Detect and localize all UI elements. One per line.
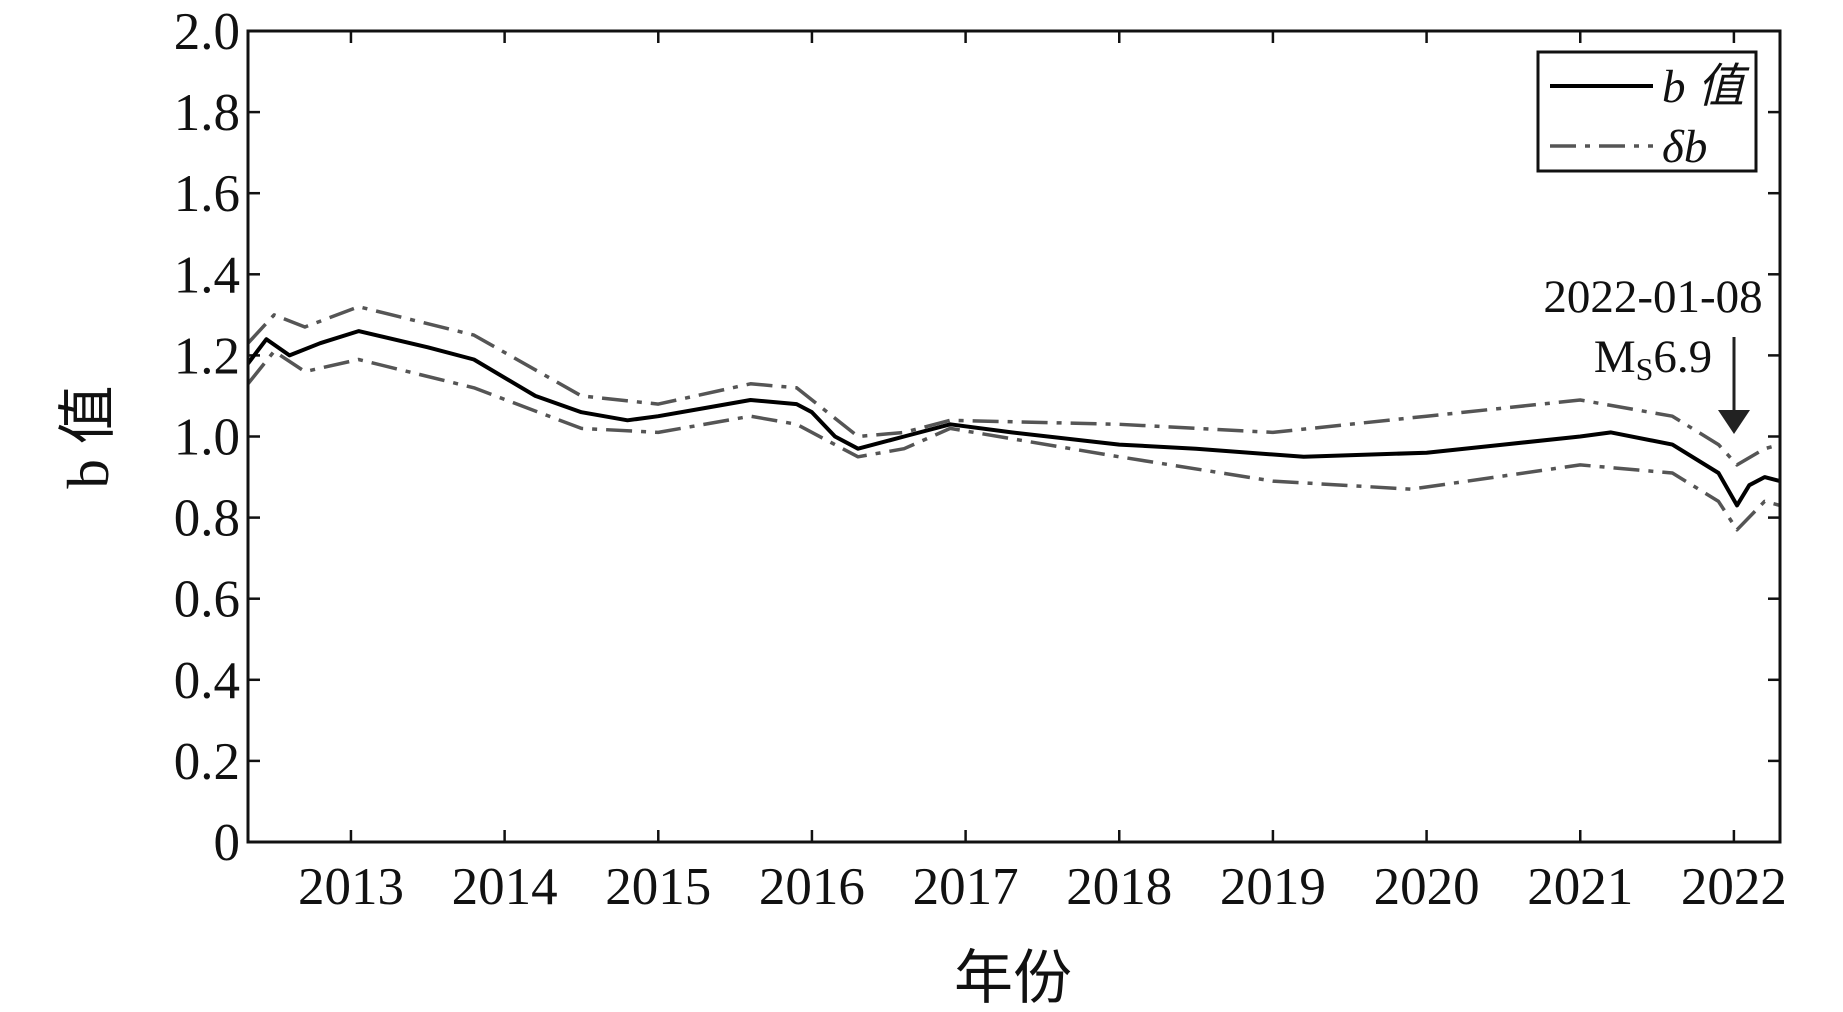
y-tick-label: 1.2 xyxy=(174,327,240,385)
x-tick-label: 2014 xyxy=(452,858,558,916)
y-tick-label: 0 xyxy=(214,814,241,872)
series-line xyxy=(246,349,1781,532)
annotation-mag-sub: S xyxy=(1636,351,1654,387)
plot-frame xyxy=(246,29,1782,844)
annotation-magnitude: MS6.9 xyxy=(1594,331,1712,387)
x-axis-label: 年份 xyxy=(954,945,1072,1011)
annotation-arrowhead xyxy=(1718,410,1750,434)
y-tick-label: 0.8 xyxy=(174,490,240,548)
x-tick-label: 2020 xyxy=(1374,858,1480,916)
legend-label: δb xyxy=(1662,121,1707,173)
legend-box xyxy=(1536,50,1758,173)
series-line xyxy=(246,329,1781,508)
y-tick-label: 0.6 xyxy=(174,571,240,629)
series-line xyxy=(246,304,1781,467)
y-tick-label: 1.8 xyxy=(174,84,240,142)
x-tick-label: 2021 xyxy=(1527,858,1633,916)
y-tick-label: 2.0 xyxy=(174,3,240,61)
annotation-mag-value: 6.9 xyxy=(1653,331,1712,383)
x-tick-label: 2022 xyxy=(1681,858,1787,916)
y-tick-label: 0.4 xyxy=(174,652,240,710)
y-tick-label: 0.2 xyxy=(174,733,240,791)
x-tick-label: 2013 xyxy=(298,858,404,916)
x-tick-label: 2017 xyxy=(913,858,1019,916)
x-tick-label: 2018 xyxy=(1066,858,1172,916)
x-tick-label: 2019 xyxy=(1220,858,1326,916)
annotation-date: 2022-01-08 xyxy=(1543,271,1762,323)
legend-label: b 值 xyxy=(1662,61,1750,113)
y-tick-label: 1.0 xyxy=(174,409,240,467)
y-axis-label: b 值 xyxy=(55,385,121,488)
y-tick-label: 1.4 xyxy=(174,246,240,304)
x-tick-label: 2016 xyxy=(759,858,865,916)
annotation-mag-prefix: M xyxy=(1594,331,1636,383)
x-tick-label: 2015 xyxy=(605,858,711,916)
y-tick-label: 1.6 xyxy=(174,165,240,223)
